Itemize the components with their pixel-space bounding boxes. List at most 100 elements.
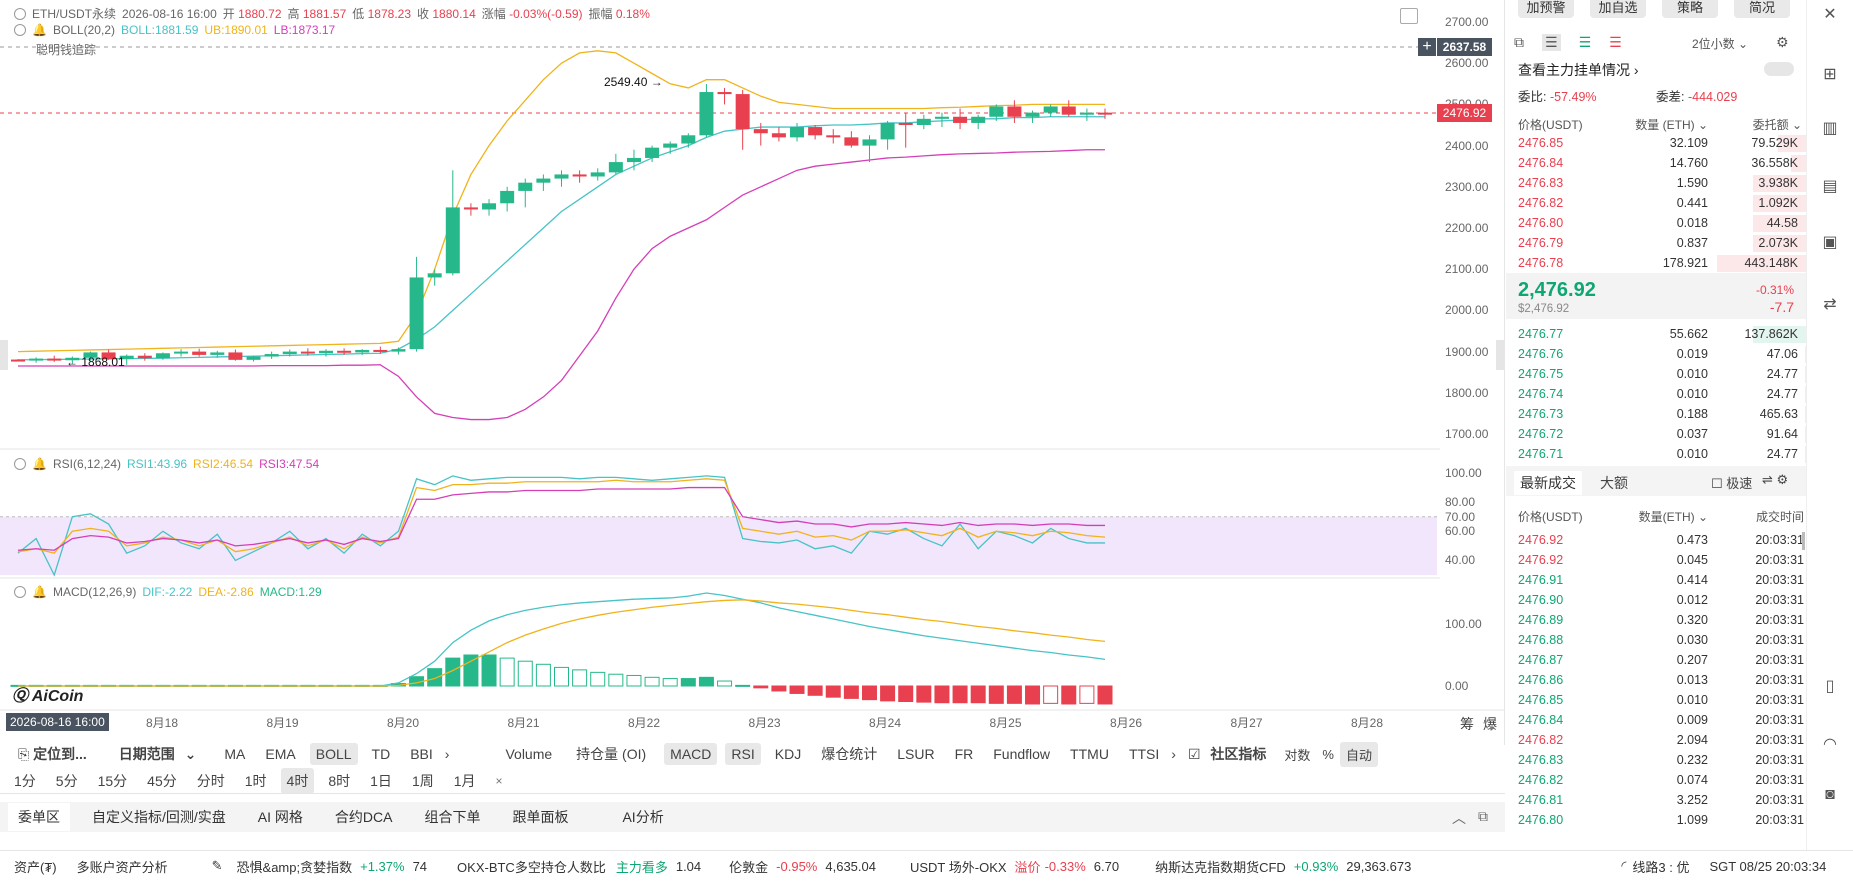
log-button[interactable]: 对数 [1284, 747, 1311, 763]
liquidation-button[interactable]: 爆 [1483, 716, 1497, 732]
chip-button[interactable]: 筹 [1460, 716, 1474, 732]
interval-8[interactable]: 1日 [370, 773, 392, 789]
bottom-tab-2[interactable]: AI 网格 [257, 809, 303, 825]
interval-2[interactable]: 15分 [97, 773, 128, 789]
strategy-button[interactable]: 策略 [1662, 0, 1718, 18]
bell-icon[interactable]: 🔔 [32, 23, 47, 37]
ask-row[interactable]: 2476.79 0.837 2.073K [1518, 233, 1807, 253]
ind-td[interactable]: TD [371, 746, 391, 762]
bottom-tab-4[interactable]: 组合下单 [424, 809, 481, 825]
interval-3[interactable]: 45分 [147, 773, 177, 789]
bottom-tab-0[interactable]: 委单区 [8, 803, 70, 831]
collapse-up-icon[interactable]: ︿ [1452, 810, 1466, 826]
asks-only-icon[interactable]: ☰ [1609, 34, 1622, 50]
tcol-qty[interactable]: 数量(ETH) ⌄ [1638, 510, 1708, 524]
collapse-icon[interactable] [14, 586, 26, 598]
col-total[interactable]: 委托额 ⌄ [1752, 118, 1802, 132]
ind-boll[interactable]: BOLL [309, 743, 358, 765]
interval-0[interactable]: 1分 [14, 773, 36, 789]
sub-lsur[interactable]: LSUR [897, 746, 935, 762]
price-chart[interactable] [0, 0, 1505, 745]
interval-7[interactable]: 8时 [328, 773, 351, 789]
both-sides-icon[interactable]: ☰ [1542, 34, 1561, 51]
fullscreen-icon[interactable] [1400, 8, 1418, 24]
bell-icon[interactable]: 🔔 [32, 457, 47, 471]
grid-icon[interactable]: ⊞ [1823, 66, 1837, 83]
settings-icon[interactable]: ⚙ [1776, 34, 1789, 50]
swap-icon[interactable]: ⇄ [1823, 296, 1837, 313]
sub-macd[interactable]: MACD [664, 743, 718, 765]
ind-bbi[interactable]: BBI [410, 746, 433, 762]
collapse-icon[interactable] [14, 24, 26, 36]
scroll-left-handle[interactable] [0, 340, 8, 370]
ask-row[interactable]: 2476.84 14.760 36.558K [1518, 153, 1807, 173]
scroll-right-handle[interactable] [1496, 340, 1504, 370]
toggle-switch[interactable] [1764, 62, 1794, 76]
popout-icon[interactable]: ⧉ [1514, 34, 1524, 50]
assistant-icon[interactable]: ◙ [1825, 786, 1835, 803]
percent-button[interactable]: % [1322, 746, 1334, 762]
interval-4[interactable]: 分时 [196, 773, 225, 789]
sub-fr[interactable]: FR [954, 746, 974, 762]
ask-row[interactable]: 2476.80 0.018 44.58 [1518, 213, 1807, 233]
sub-volume[interactable]: Volume [505, 746, 553, 762]
add-alert-icon[interactable]: + [1418, 38, 1436, 56]
panel-splitter[interactable] [0, 793, 1505, 803]
interval-5[interactable]: 1时 [244, 773, 267, 789]
collapse-icon[interactable] [14, 7, 26, 20]
chart-icon[interactable]: ▥ [1822, 120, 1838, 137]
trades-scrollbar[interactable] [1802, 532, 1805, 550]
popout-icon[interactable]: ⧉ [1478, 808, 1488, 824]
bid-row[interactable]: 2476.77 55.662 137.862K [1518, 324, 1807, 344]
chart-area[interactable]: ETH/USDT永续 2026-08-16 16:00 开 1880.72 高 … [0, 0, 1505, 794]
interval-1[interactable]: 5分 [55, 773, 78, 789]
ask-row[interactable]: 2476.82 0.441 1.092K [1518, 193, 1807, 213]
assets-label[interactable]: 资产(₮) [14, 859, 57, 875]
sub-liq[interactable]: 爆仓统计 [821, 746, 878, 762]
col-qty[interactable]: 数量 (ETH) ⌄ [1635, 118, 1708, 132]
sub-ttmu[interactable]: TTMU [1070, 746, 1109, 762]
ask-row[interactable]: 2476.83 1.590 3.938K [1518, 173, 1807, 193]
bid-row[interactable]: 2476.74 0.010 24.77 [1518, 384, 1807, 404]
collapse-icon[interactable] [14, 458, 26, 470]
sub-kdj[interactable]: KDJ [774, 746, 802, 762]
sub-oi[interactable]: 持仓量 (OI) [576, 746, 647, 762]
interval-10[interactable]: 1月 [453, 773, 476, 789]
locate-button[interactable]: ⎘ 定位到... [18, 746, 87, 762]
ask-row[interactable]: 2476.78 178.921 443.148K [1518, 253, 1807, 273]
overview-button[interactable]: 简况 [1734, 0, 1790, 18]
etf-icon[interactable]: ▤ [1822, 178, 1838, 195]
interval-9[interactable]: 1周 [411, 773, 434, 789]
bid-row[interactable]: 2476.72 0.037 91.64 [1518, 424, 1807, 444]
tab-latest-trades[interactable]: 最新成交 [1514, 471, 1582, 495]
headset-icon[interactable]: ◠ [1823, 736, 1837, 753]
bottom-tab-1[interactable]: 自定义指标/回测/实盘 [92, 809, 226, 825]
sub-fundflow[interactable]: Fundflow [993, 746, 1051, 762]
sub-rsi[interactable]: RSI [725, 743, 761, 765]
orderbook-link[interactable]: 查看主力挂单情况 › [1518, 62, 1639, 78]
multi-account-link[interactable]: 多账户资产分析 [76, 859, 168, 875]
chevron-right-icon[interactable]: › [444, 746, 450, 762]
tab-large-trades[interactable]: 大额 [1600, 475, 1628, 491]
ind-ma[interactable]: MA [224, 746, 246, 762]
bell-icon[interactable]: 🔔 [32, 585, 47, 599]
sub-ttsi[interactable]: TTSI [1128, 746, 1160, 762]
line-status[interactable]: 线路3 : 优 [1632, 859, 1690, 875]
community-indicators-button[interactable]: ☑ 社区指标 [1182, 741, 1278, 767]
ask-row[interactable]: 2476.85 32.109 79.529K [1518, 133, 1807, 153]
robot-icon[interactable]: ▣ [1822, 234, 1838, 251]
auto-button[interactable]: 自动 [1339, 741, 1378, 767]
edit-icon[interactable]: ✎ [211, 858, 223, 873]
close-icon[interactable]: ✕ [1823, 6, 1837, 23]
bid-row[interactable]: 2476.71 0.010 24.77 [1518, 444, 1807, 464]
bid-row[interactable]: 2476.76 0.019 47.06 [1518, 344, 1807, 364]
bid-row[interactable]: 2476.75 0.010 24.77 [1518, 364, 1807, 384]
bottom-tab-6[interactable]: AI分析 [622, 809, 664, 825]
bids-only-icon[interactable]: ☰ [1578, 34, 1592, 50]
close-icon[interactable]: × [495, 774, 503, 788]
chevron-right-icon[interactable]: › [1171, 746, 1176, 762]
add-alert-button[interactable]: 加预警 [1518, 0, 1574, 18]
decimals-select[interactable]: 2位小数 ⌄ [1692, 37, 1749, 51]
bottom-tab-3[interactable]: 合约DCA [334, 809, 393, 825]
interval-6[interactable]: 4时 [280, 768, 315, 794]
